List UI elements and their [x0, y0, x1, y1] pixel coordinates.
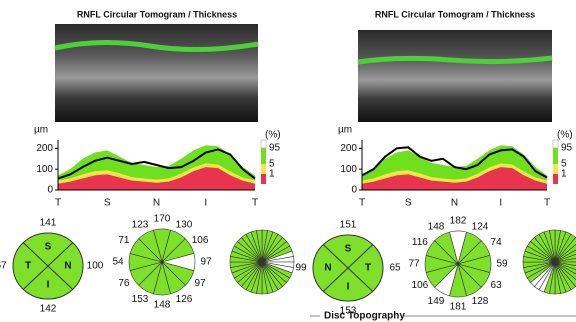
- quadrant-value: 153: [340, 306, 357, 317]
- quadrant-value: 151: [340, 220, 357, 231]
- y-tick-label: 0: [47, 185, 53, 196]
- legend-swatch: [553, 174, 558, 184]
- legend-swatch: [261, 140, 266, 148]
- quadrant-letter: N: [64, 261, 71, 272]
- x-tick-label: S: [104, 198, 111, 209]
- clock-value: 76: [118, 278, 130, 289]
- quadrant-letter: S: [45, 242, 52, 253]
- section-label: Disc Topography: [324, 311, 405, 322]
- x-tick-label: N: [153, 198, 160, 209]
- clock-value: 123: [132, 219, 149, 230]
- legend-swatch: [553, 148, 558, 164]
- x-tick-label: I: [204, 198, 207, 209]
- clock-value: 116: [412, 237, 428, 248]
- quadrant-value: 141: [40, 218, 57, 229]
- quadrant-value: 100: [87, 261, 104, 272]
- x-tick-label: T: [544, 198, 550, 209]
- y-tick-label: 100: [340, 164, 357, 175]
- clock-value: 149: [428, 296, 445, 307]
- clock-value: 71: [118, 235, 130, 246]
- x-tick-label: T: [55, 198, 61, 209]
- clock-value: 106: [412, 280, 429, 291]
- x-tick-label: T: [359, 198, 365, 209]
- legend-swatch: [553, 140, 558, 148]
- quadrant-value: 99: [295, 263, 307, 274]
- clock-value: 130: [176, 219, 193, 230]
- clock-value: 59: [496, 259, 508, 270]
- quadrant-letter: N: [324, 263, 331, 274]
- clock-value: 170: [154, 214, 171, 225]
- clock-value: 128: [472, 296, 489, 307]
- clock-value: 74: [491, 237, 503, 248]
- clock-value: 54: [112, 257, 124, 268]
- y-axis-label: µm: [34, 125, 48, 136]
- legend-label: 95: [269, 143, 281, 154]
- x-tick-label: T: [252, 198, 258, 209]
- y-tick-label: 200: [36, 143, 53, 154]
- x-tick-label: S: [405, 198, 412, 209]
- clock-value: 126: [176, 294, 193, 305]
- quadrant-letter: I: [47, 280, 50, 291]
- tomogram: [55, 24, 258, 122]
- quadrant-letter: S: [345, 244, 352, 255]
- clock-value: 148: [154, 300, 171, 311]
- legend-label: 1: [269, 169, 275, 180]
- legend-title: (%): [557, 130, 573, 141]
- quadrant-letter: I: [347, 282, 350, 293]
- quadrant-letter: T: [25, 261, 31, 272]
- clock-value: 148: [428, 221, 445, 232]
- quadrant-value: 65: [389, 263, 401, 274]
- quadrant-value: 142: [40, 304, 57, 315]
- clock-value: 106: [192, 235, 209, 246]
- tomogram: [358, 30, 552, 122]
- chart-title: RNFL Circular Tomogram / Thickness: [77, 9, 237, 19]
- chart-title: RNFL Circular Tomogram / Thickness: [375, 9, 535, 19]
- legend-swatch: [553, 164, 558, 174]
- y-tick-label: 200: [340, 143, 357, 154]
- legend-title: (%): [265, 130, 281, 141]
- clock-value: 77: [408, 259, 420, 270]
- legend-swatch: [261, 164, 266, 174]
- clock-value: 181: [450, 302, 467, 313]
- legend-swatch: [261, 148, 266, 164]
- x-tick-label: N: [451, 198, 458, 209]
- legend-swatch: [261, 174, 266, 184]
- y-axis-label: µm: [338, 125, 352, 136]
- quadrant-letter: T: [365, 263, 371, 274]
- clock-value: 124: [472, 221, 489, 232]
- x-tick-label: I: [499, 198, 502, 209]
- rnfl-layer: [358, 58, 552, 62]
- legend-label: 95: [561, 143, 573, 154]
- clock-value: 182: [450, 216, 467, 227]
- legend-label: 1: [561, 169, 567, 180]
- report: Disc Topography RNFL Circular Tomogram /…: [0, 0, 576, 322]
- y-tick-label: 0: [351, 185, 357, 196]
- y-tick-label: 100: [36, 164, 53, 175]
- clock-value: 153: [132, 294, 149, 305]
- clock-value: 97: [195, 278, 207, 289]
- clock-value: 97: [200, 257, 212, 268]
- quadrant-value: 67: [0, 261, 7, 272]
- clock-value: 63: [491, 280, 503, 291]
